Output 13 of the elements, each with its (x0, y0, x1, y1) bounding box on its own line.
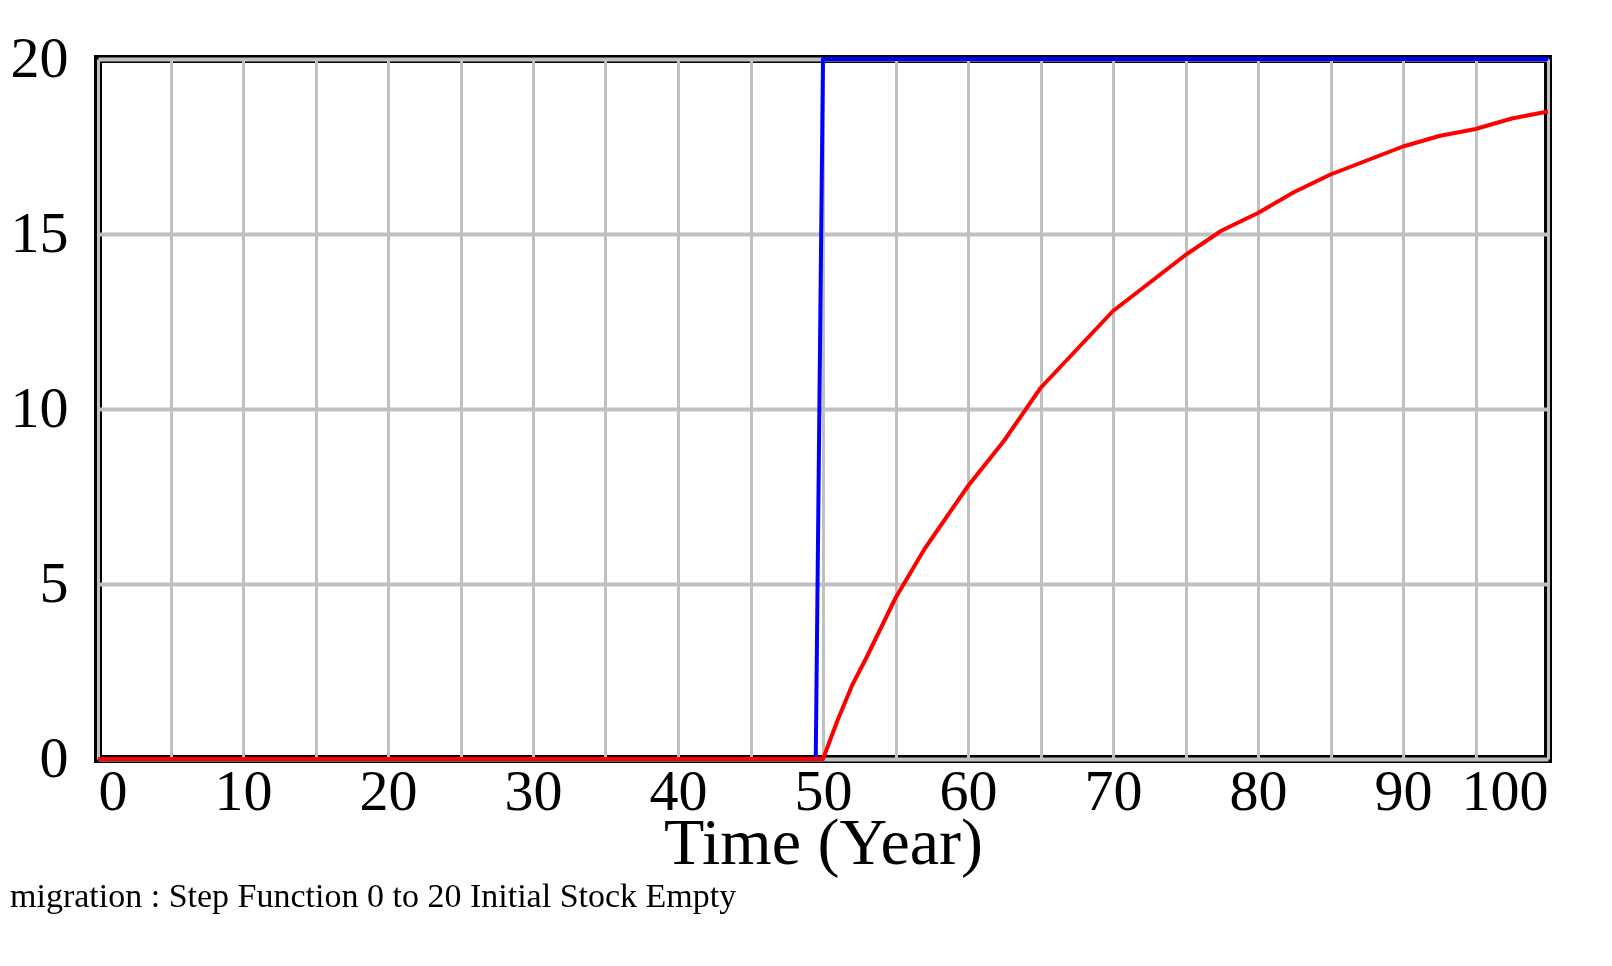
x-tick-label: 0 (98, 757, 128, 823)
x-tick-label: 10 (214, 757, 273, 823)
x-tick-label: 20 (359, 757, 418, 823)
y-tick-label: 10 (10, 374, 69, 440)
y-tick-label: 20 (10, 24, 69, 90)
text: migration : Step Function 0 to 20 Initial Stock Empty (10, 877, 737, 914)
x-tick-label: 90 (1374, 757, 1433, 823)
y-tick-label: 15 (10, 199, 69, 265)
x-tick-label: 30 (504, 757, 563, 823)
x-tick-label: 80 (1229, 757, 1288, 823)
y-tick-label: 5 (39, 549, 69, 615)
x-tick-label: 100 (1461, 757, 1549, 823)
x-tick-label: 70 (1084, 757, 1143, 823)
